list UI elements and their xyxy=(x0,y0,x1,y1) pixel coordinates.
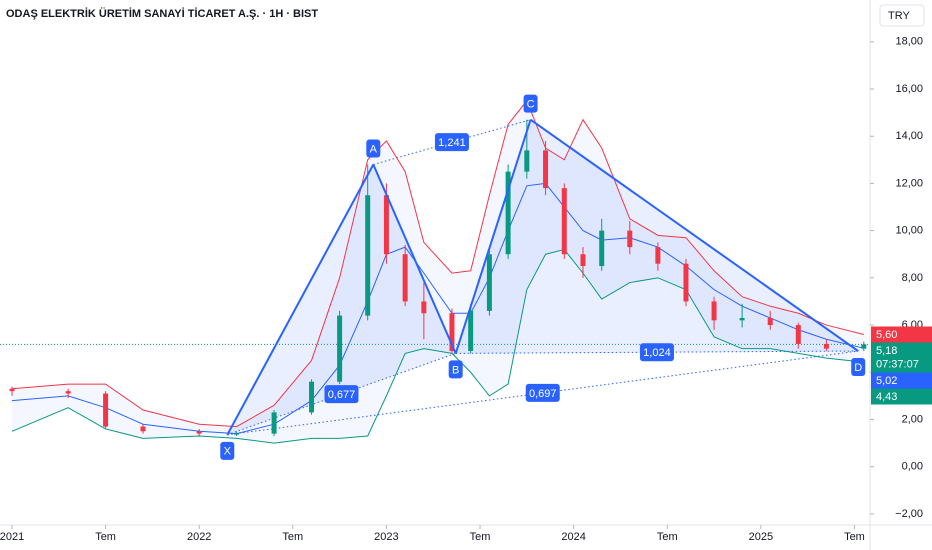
pattern-point-box xyxy=(448,360,463,379)
pattern-point-box xyxy=(851,358,866,377)
y-tick-label: 8,00 xyxy=(902,272,923,284)
plot-area: X A B C D 0,677 1,241 0,697 1,024 xyxy=(0,94,870,460)
band-line xyxy=(11,99,864,428)
x-tick-label: Tem xyxy=(844,531,865,543)
candle-body xyxy=(739,317,745,321)
candle-body xyxy=(823,343,829,349)
pattern-leg xyxy=(372,164,457,354)
ratio-label: 0,697 xyxy=(529,388,557,400)
pattern-leg xyxy=(529,118,859,352)
price-label: 4,43 xyxy=(876,391,897,403)
candle-body xyxy=(524,150,530,172)
price-label-box xyxy=(871,326,932,343)
candle-body xyxy=(486,254,492,311)
ratio-box xyxy=(639,343,674,362)
candle-body xyxy=(627,230,633,248)
pattern-point-label: C xyxy=(527,99,535,111)
pattern-point-label: B xyxy=(452,364,459,376)
candle-body xyxy=(103,393,109,427)
x-tick-label: 2024 xyxy=(561,531,585,543)
chart-title: ODAŞ ELEKTRİK ÜRETİM SANAYİ TİCARET A.Ş.… xyxy=(6,7,318,20)
candle-body xyxy=(196,431,202,434)
candle-body xyxy=(365,195,371,316)
y-tick-label: 18,00 xyxy=(895,36,923,48)
y-tick-label: 0,00 xyxy=(902,461,923,473)
y-tick-label: 16,00 xyxy=(895,83,923,95)
candle-body xyxy=(505,171,511,255)
candle-body xyxy=(421,301,427,314)
currency-button[interactable] xyxy=(879,4,925,27)
y-tick-label: 14,00 xyxy=(895,130,923,142)
price-label: 5,02 xyxy=(876,375,897,387)
price-label: 5,60 xyxy=(876,329,897,341)
y-tick-label: 10,00 xyxy=(895,225,923,237)
pattern-point-box xyxy=(523,94,538,113)
candle-body xyxy=(402,254,408,302)
pattern-point-label: A xyxy=(370,143,378,155)
currency-button-label[interactable]: TRY xyxy=(888,10,910,22)
pattern-point-label: D xyxy=(854,362,862,374)
candle-body xyxy=(711,301,717,321)
candle-body xyxy=(65,391,71,394)
candle-body xyxy=(140,426,146,432)
candle-body xyxy=(449,313,455,352)
candle-body xyxy=(9,388,15,392)
band-fill xyxy=(11,100,864,444)
price-countdown: 07:37:07 xyxy=(876,358,919,370)
pattern-point-label: X xyxy=(224,446,232,458)
candle-body xyxy=(234,433,240,435)
pattern-point-box xyxy=(366,139,381,158)
price-label-box xyxy=(871,342,932,373)
candle-body xyxy=(861,344,867,349)
ratio-box xyxy=(434,133,469,152)
ratio-label: 1,024 xyxy=(643,347,671,359)
candle-body xyxy=(599,230,605,267)
candle-body xyxy=(580,254,586,267)
x-tick-label: Tem xyxy=(470,531,491,543)
y-tick-label: −2,00 xyxy=(895,508,923,520)
x-tick-label: 2023 xyxy=(374,531,398,543)
candle-body xyxy=(683,263,689,302)
x-tick-label: Tem xyxy=(282,531,303,543)
x-tick-label: 2025 xyxy=(749,531,773,543)
price-label-box xyxy=(871,388,932,405)
y-tick-label: 2,00 xyxy=(902,413,923,425)
pattern-fill xyxy=(455,119,859,354)
pattern-point-box xyxy=(220,441,235,460)
ratio-box xyxy=(324,385,359,404)
candle-body xyxy=(337,315,343,382)
candle-body xyxy=(271,412,277,434)
candle-body xyxy=(309,381,315,413)
candle-body xyxy=(543,150,549,189)
candle-body xyxy=(561,188,567,255)
ratio-label: 0,677 xyxy=(328,389,356,401)
pattern-leg xyxy=(226,164,375,436)
band-line xyxy=(11,248,864,444)
candle-body xyxy=(655,247,661,264)
candle-body xyxy=(795,325,801,344)
candle-body xyxy=(383,195,389,255)
x-tick-label: 2022 xyxy=(187,531,211,543)
ratio-label: 1,241 xyxy=(438,137,466,149)
x-tick-label: 2021 xyxy=(0,531,24,543)
pattern-dotted-line xyxy=(373,119,531,166)
price-label-box xyxy=(871,372,932,389)
x-tick-label: Tem xyxy=(95,531,116,543)
y-tick-label: 12,00 xyxy=(895,177,923,189)
price-label: 5,18 xyxy=(876,345,897,357)
candle-body xyxy=(468,310,474,352)
ratio-box xyxy=(525,383,560,402)
pattern-leg xyxy=(454,119,532,354)
x-tick-label: Tem xyxy=(657,531,678,543)
candle-body xyxy=(767,317,773,326)
